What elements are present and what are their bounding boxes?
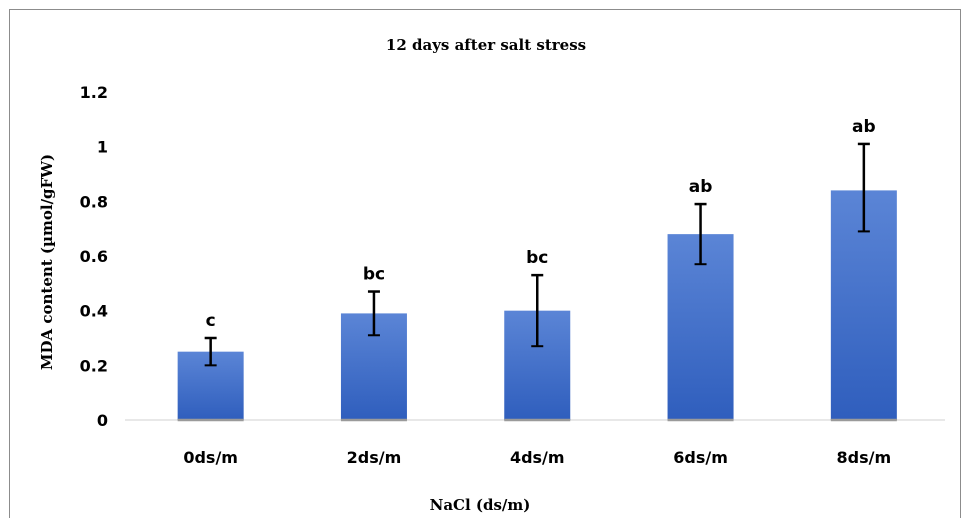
y-tick-label: 0 (97, 411, 108, 430)
x-axis-label: NaCl (ds/m) (430, 496, 531, 514)
y-tick-labels: 0 0.2 0.4 0.6 0.8 1 1.2 (80, 83, 108, 430)
significance-label: bc (526, 248, 548, 268)
x-tick-label: 0ds/m (183, 448, 238, 467)
y-axis-label: MDA content (µmol/gFW) (38, 154, 56, 370)
error-bars (204, 142, 870, 367)
y-tick-label: 0.6 (80, 247, 108, 266)
significance-labels: c bc bc ab ab (206, 117, 876, 331)
y-tick-label: 0.8 (80, 192, 108, 211)
significance-label: bc (363, 265, 385, 285)
x-tick-label: 2ds/m (347, 448, 402, 467)
y-tick-label: 1.2 (80, 83, 108, 102)
chart-frame (9, 9, 961, 518)
y-tick-label: 0.4 (80, 302, 108, 321)
x-tick-label: 6ds/m (673, 448, 728, 467)
significance-label: ab (689, 177, 713, 197)
chart-title: 12 days after salt stress (386, 36, 586, 54)
x-tick-labels: 0ds/m 2ds/m 4ds/m 6ds/m 8ds/m (183, 448, 891, 467)
y-tick-label: 0.2 (80, 356, 108, 375)
significance-label: c (206, 311, 216, 331)
y-tick-label: 1 (97, 138, 108, 157)
x-tick-label: 4ds/m (510, 448, 565, 467)
significance-label: ab (852, 117, 876, 137)
x-tick-label: 8ds/m (837, 448, 892, 467)
